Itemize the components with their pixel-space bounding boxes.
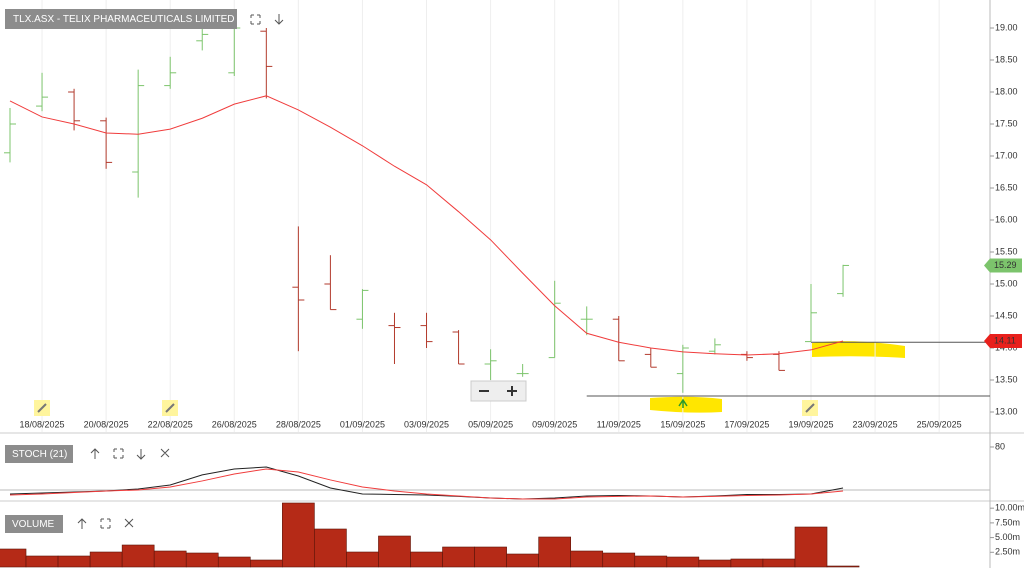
price-tag-label: 14.11 bbox=[994, 335, 1016, 345]
chart-title: TLX.ASX - TELIX PHARMACEUTICALS LIMITED bbox=[13, 14, 235, 25]
volume-bar bbox=[602, 552, 636, 568]
x-tick-label: 01/09/2025 bbox=[340, 419, 385, 429]
stoch-line bbox=[9, 468, 844, 500]
y-tick-label: 2.50m bbox=[995, 547, 1020, 557]
overlays: TLX.ASX - TELIX PHARMACEUTICALS LIMITED … bbox=[5, 9, 818, 533]
zoom-in[interactable] bbox=[507, 386, 517, 396]
volume-bar bbox=[570, 550, 604, 568]
y-tick-label: 19.00 bbox=[995, 22, 1018, 32]
pane-title: STOCH (21) bbox=[12, 449, 67, 460]
x-tick-label: 23/09/2025 bbox=[853, 419, 898, 429]
price-tag bbox=[984, 258, 1022, 273]
y-tick-label: 18.50 bbox=[995, 54, 1018, 64]
y-tick-label: 17.50 bbox=[995, 118, 1018, 128]
y-tick-label: 7.50m bbox=[995, 517, 1020, 527]
volume-bar bbox=[538, 536, 571, 568]
volume-bar bbox=[250, 559, 283, 568]
pencil-icon bbox=[162, 400, 178, 416]
y-tick-label: 10.00m bbox=[995, 503, 1024, 513]
volume-bar bbox=[25, 555, 59, 568]
price-tag-label: 15.29 bbox=[994, 260, 1017, 270]
volume-bar bbox=[634, 555, 668, 568]
price-tag bbox=[984, 333, 1022, 348]
volume-bar bbox=[378, 535, 411, 568]
volume-bar bbox=[666, 556, 700, 568]
y-tick-label: 13.00 bbox=[995, 406, 1018, 416]
volume-bar bbox=[474, 546, 507, 568]
volume-bar bbox=[57, 555, 91, 568]
y-tick-label: 5.00m bbox=[995, 532, 1020, 542]
volume-bar bbox=[217, 556, 251, 568]
volume-bar bbox=[314, 528, 347, 568]
x-tick-label: 20/08/2025 bbox=[84, 419, 129, 429]
y-tick-label: 16.00 bbox=[995, 214, 1018, 224]
pane-title: VOLUME bbox=[12, 519, 55, 530]
x-tick-label: 28/08/2025 bbox=[276, 419, 321, 429]
volume-bar bbox=[410, 551, 443, 568]
x-tick-label: 26/08/2025 bbox=[212, 419, 257, 429]
y-tick-label: 16.50 bbox=[995, 182, 1018, 192]
x-tick-label: 25/09/2025 bbox=[917, 419, 962, 429]
title-box: TLX.ASX - TELIX PHARMACEUTICALS LIMITED bbox=[5, 9, 237, 29]
volume-box: VOLUME bbox=[5, 515, 63, 533]
y-tick-label: 80 bbox=[995, 441, 1005, 451]
y-tick-label: 14.50 bbox=[995, 310, 1018, 320]
volume-bar bbox=[442, 546, 475, 568]
y-tick-label: 15.50 bbox=[995, 246, 1018, 256]
volume-bar bbox=[0, 548, 27, 568]
volume-bar bbox=[282, 502, 315, 568]
y-tick-label: 13.50 bbox=[995, 374, 1018, 384]
volume-bar bbox=[153, 550, 187, 568]
pane-icons[interactable] bbox=[77, 518, 134, 529]
stoch-box: STOCH (21) bbox=[5, 445, 73, 463]
pane-icons[interactable] bbox=[90, 448, 170, 460]
volume-bar bbox=[506, 553, 539, 568]
volume-bar bbox=[698, 559, 732, 568]
pencil-icon bbox=[802, 400, 818, 416]
x-tick-label: 03/09/2025 bbox=[404, 419, 449, 429]
volume-bar bbox=[826, 565, 860, 568]
volume-bar bbox=[730, 558, 764, 568]
x-tick-label: 05/09/2025 bbox=[468, 419, 513, 429]
volume-bar bbox=[89, 551, 123, 568]
volume-bar bbox=[346, 551, 379, 568]
x-tick-label: 22/08/2025 bbox=[148, 419, 193, 429]
volume-bar bbox=[185, 552, 219, 568]
x-tick-label: 15/09/2025 bbox=[660, 419, 705, 429]
x-tick-label: 11/09/2025 bbox=[597, 419, 641, 429]
volume-bar bbox=[794, 526, 828, 568]
moving-average bbox=[9, 95, 844, 356]
x-tick-label: 18/08/2025 bbox=[20, 419, 65, 429]
volume-bar bbox=[121, 544, 155, 568]
y-tick-label: 15.00 bbox=[995, 278, 1018, 288]
zoom-control[interactable] bbox=[470, 380, 527, 402]
y-tick-label: 18.00 bbox=[995, 86, 1018, 96]
up-arrow bbox=[678, 398, 688, 408]
x-tick-label: 17/09/2025 bbox=[724, 419, 769, 429]
pane-icons[interactable] bbox=[250, 14, 284, 25]
volume-bar bbox=[762, 558, 796, 568]
x-tick-label: 19/09/2025 bbox=[788, 419, 833, 429]
highlight bbox=[812, 341, 905, 358]
pencil-icon bbox=[34, 400, 50, 416]
y-tick-label: 17.00 bbox=[995, 150, 1018, 160]
x-tick-label: 09/09/2025 bbox=[532, 419, 577, 429]
